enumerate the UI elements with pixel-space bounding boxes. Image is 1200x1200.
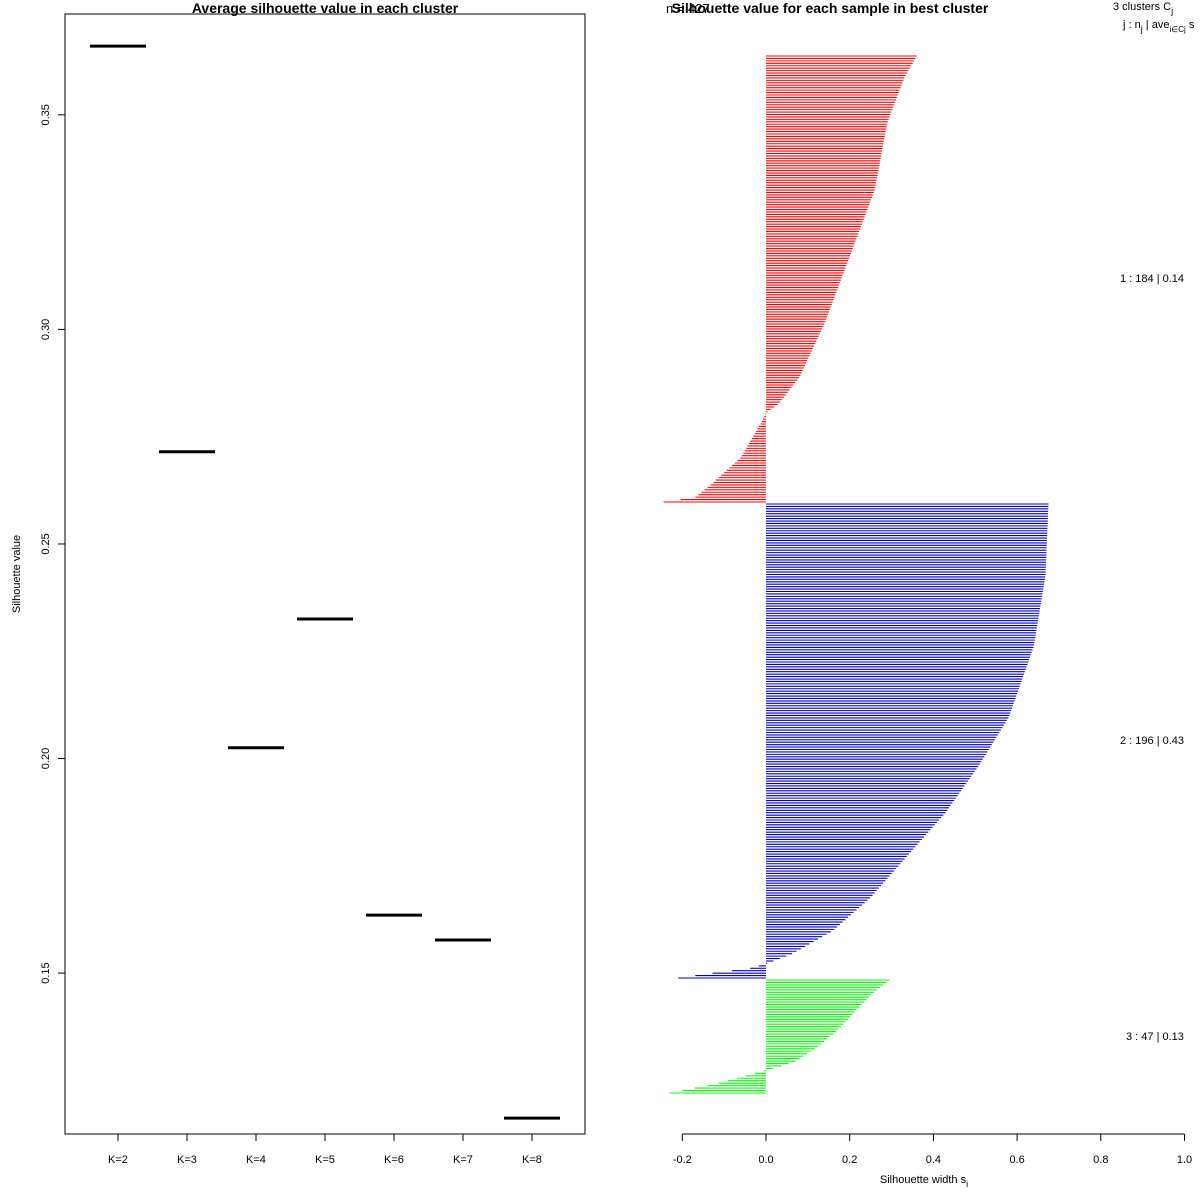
legend-header-ave: | ave (1143, 19, 1170, 31)
left-chart-title: Average silhouette value in each cluster (192, 0, 459, 16)
left-y-tick-label: 0.20 (40, 748, 52, 769)
left-x-tick-label: K=8 (522, 1154, 542, 1166)
left-y-tick-label: 0.25 (40, 533, 52, 554)
legend-header-nsub: j (1140, 24, 1143, 34)
right-x-tick-label: 0.8 (1093, 1154, 1108, 1166)
left-x-tick-label: K=2 (108, 1154, 128, 1166)
cluster-3-bars (669, 979, 890, 1094)
right-bars (663, 55, 1049, 1094)
legend-header-line1-sub: j (1170, 6, 1173, 16)
right-chart-title: Silhouette value for each sample in best… (672, 0, 989, 16)
right-x-axis: -0.2 0.0 0.2 0.4 0.6 0.8 1.0 (673, 1133, 1192, 1166)
left-x-tick-label: K=4 (246, 1154, 266, 1166)
left-x-tick-label: K=5 (315, 1154, 335, 1166)
legend-header-line1: 3 clusters Cj (1113, 1, 1173, 16)
left-x-tick-label: K=6 (384, 1154, 404, 1166)
right-panel: n = 427 Silhouette value for each sample… (663, 0, 1195, 1189)
right-x-axis-label: Silhouette width si (880, 1174, 968, 1189)
legend-header-line2: j : nj | avei∈Cj s (1122, 19, 1195, 34)
right-x-tick-label: 0.6 (1009, 1154, 1024, 1166)
legend-header-avesub: i∈Cj (1169, 25, 1186, 34)
right-x-axis-label-main: Silhouette width s (880, 1174, 967, 1186)
legend-header-line1-main: 3 clusters C (1113, 1, 1171, 13)
cluster-1-bars (663, 55, 917, 503)
right-x-tick-label: 0.0 (758, 1154, 773, 1166)
cluster-1-label: 1 : 184 | 0.14 (1120, 273, 1184, 285)
cluster-3-label: 3 : 47 | 0.13 (1126, 1031, 1184, 1043)
right-x-tick-label: 0.4 (926, 1154, 941, 1166)
left-x-tick-label: K=7 (453, 1154, 473, 1166)
left-y-tick-label: 0.35 (40, 104, 52, 125)
left-panel: Average silhouette value in each cluster… (11, 0, 586, 1166)
left-marks (90, 44, 560, 1120)
left-y-axis: 0.15 0.20 0.25 0.30 0.35 (40, 104, 65, 984)
cluster-2-bars (678, 503, 1049, 979)
left-plot-frame (64, 13, 586, 1135)
left-x-tick-label: K=3 (177, 1154, 197, 1166)
left-y-tick-label: 0.15 (40, 962, 52, 983)
right-overlap-text: n = 427 (666, 1, 710, 16)
left-y-tick-label: 0.30 (40, 319, 52, 340)
legend-header-s: s (1186, 19, 1195, 31)
legend-header-j: j : n (1122, 19, 1141, 31)
cluster-legend-header: 3 clusters Cj j : nj | avei∈Cj s (1113, 1, 1195, 34)
right-x-axis-label-sub: i (966, 1179, 968, 1189)
left-y-axis-label: Silhouette value (11, 535, 23, 613)
right-x-tick-label: 0.2 (842, 1154, 857, 1166)
right-x-tick-label: 1.0 (1177, 1154, 1192, 1166)
right-x-tick-label: -0.2 (673, 1154, 692, 1166)
cluster-2-label: 2 : 196 | 0.43 (1120, 735, 1184, 747)
left-x-axis: K=2 K=3 K=4 K=5 K=6 K=7 K=8 (108, 1134, 542, 1166)
